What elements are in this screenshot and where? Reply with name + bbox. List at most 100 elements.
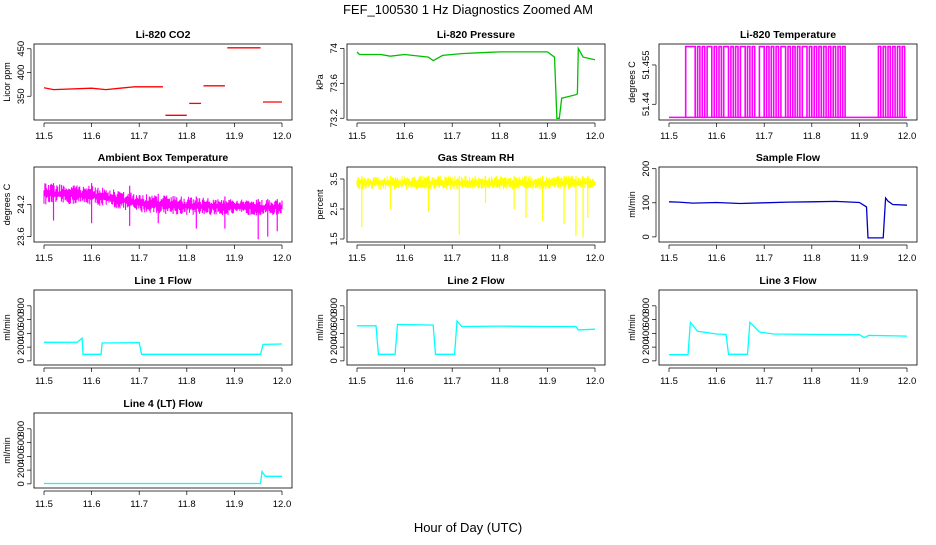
noise-band <box>43 183 283 216</box>
y-tick-label: 200 <box>641 161 652 177</box>
y-tick-label: 200 <box>329 339 340 355</box>
y-tick-label: 73.6 <box>329 74 340 93</box>
panel-title: Line 2 Flow <box>447 275 505 287</box>
level-pulse-0 <box>684 45 697 118</box>
level-pulse-27 <box>837 45 842 118</box>
x-tick-label: 11.5 <box>35 131 53 142</box>
level-pulse-6 <box>722 45 730 118</box>
y-tick-label: 0 <box>641 358 652 363</box>
y-tick-label: 51.455 <box>641 50 652 79</box>
y-axis-label: percent <box>315 189 325 220</box>
x-tick-label: 11.5 <box>35 253 53 264</box>
x-tick-label: 11.5 <box>348 376 366 387</box>
series-line-0 <box>43 86 163 91</box>
x-tick-label: 11.7 <box>130 376 148 387</box>
x-tick-label: 11.5 <box>660 376 678 387</box>
y-axis-label: ml/min <box>627 314 637 341</box>
x-tick-label: 11.8 <box>491 253 509 264</box>
x-tick-label: 11.9 <box>539 376 557 387</box>
x-tick-label: 11.6 <box>83 253 101 264</box>
panel-8: Line 3 Flow ml/min 11.5 11.6 11.7 11.8 11.9 12.… <box>627 275 918 387</box>
panel-title: Line 4 (LT) Flow <box>123 398 203 410</box>
x-tick-label: 11.7 <box>443 131 461 142</box>
x-tick-label: 11.5 <box>35 499 53 510</box>
x-tick-label: 11.8 <box>803 253 821 264</box>
x-tick-label: 11.5 <box>35 376 53 387</box>
x-axis: 11.5 11.6 11.7 11.8 11.9 12.0 <box>35 122 292 142</box>
x-tick-label: 11.9 <box>851 253 869 264</box>
panel-title: Li-820 Temperature <box>740 29 836 41</box>
figure-xlabel: Hour of Day (UTC) <box>414 520 522 535</box>
series-line-0 <box>668 196 908 239</box>
y-axis: 350 400 450 <box>16 41 32 104</box>
y-tick-label: 600 <box>16 435 27 451</box>
x-tick-label: 11.5 <box>348 253 366 264</box>
y-axis-label: kPa <box>315 74 325 90</box>
x-tick-label: 11.8 <box>803 131 821 142</box>
x-axis: 11.5 11.6 11.7 11.8 11.9 12.0 <box>660 367 916 387</box>
level-pulse-20 <box>801 45 808 118</box>
x-tick-label: 11.8 <box>491 131 509 142</box>
level-pulse-23 <box>818 45 823 118</box>
level-pulse-11 <box>751 45 756 118</box>
x-tick-label: 11.8 <box>178 253 196 264</box>
level-pulse-19 <box>796 45 801 118</box>
y-tick-label: 0 <box>329 358 340 363</box>
x-tick-label: 12.0 <box>898 253 917 264</box>
level-pulse-32 <box>891 45 896 118</box>
x-tick-label: 11.8 <box>178 376 196 387</box>
plot-frame <box>346 43 606 121</box>
panel-1: Li-820 Pressure kPa 11.5 11.6 11.7 11.8 11.9 12… <box>315 29 606 142</box>
level-pulse-17 <box>787 45 792 118</box>
x-tick-label: 11.7 <box>755 131 773 142</box>
series-8 <box>669 320 908 356</box>
panel-title: Gas Stream RH <box>438 152 514 164</box>
x-tick-label: 11.6 <box>708 253 726 264</box>
level-pulse-15 <box>775 45 780 118</box>
x-tick-label: 11.9 <box>851 131 869 142</box>
plot-frame <box>33 289 293 366</box>
level-pulse-9 <box>739 45 747 118</box>
series-0 <box>43 47 282 116</box>
plot-frame <box>33 43 293 121</box>
y-tick-label: 800 <box>641 298 652 314</box>
panel-6: Line 1 Flow ml/min 11.5 11.6 11.7 11.8 11.9 12.… <box>2 275 293 387</box>
level-pulse-4 <box>713 45 718 118</box>
x-tick-label: 11.7 <box>755 253 773 264</box>
x-tick-label: 12.0 <box>586 131 605 142</box>
x-tick-label: 11.6 <box>83 131 101 142</box>
y-tick-label: 23.6 <box>16 227 27 246</box>
y-axis-label: degrees C <box>627 61 637 103</box>
x-tick-label: 11.5 <box>348 131 366 142</box>
plot-frame <box>658 289 918 366</box>
y-tick-label: 400 <box>16 448 27 464</box>
x-tick-label: 11.9 <box>851 376 869 387</box>
x-tick-label: 11.7 <box>130 499 148 510</box>
level-pulse-18 <box>791 45 796 118</box>
x-tick-label: 11.9 <box>226 253 244 264</box>
x-tick-label: 12.0 <box>273 131 292 142</box>
x-tick-label: 12.0 <box>898 131 917 142</box>
y-tick-label: 800 <box>16 421 27 437</box>
y-tick-label: 400 <box>641 325 652 341</box>
y-axis-label: ml/min <box>627 191 637 218</box>
x-tick-label: 11.7 <box>443 376 461 387</box>
level-pulse-13 <box>765 45 770 118</box>
x-tick-label: 11.9 <box>226 131 244 142</box>
y-tick-label: 800 <box>16 298 27 314</box>
level-pulse-25 <box>827 45 832 118</box>
y-tick-label: 200 <box>641 339 652 355</box>
series-line-0 <box>44 469 282 485</box>
x-tick-label: 12.0 <box>586 376 605 387</box>
series-line-0 <box>357 319 596 355</box>
level-pulse-21 <box>808 45 813 118</box>
series-line-0 <box>43 336 283 355</box>
x-tick-label: 11.9 <box>226 499 244 510</box>
series-9 <box>44 469 282 485</box>
panel-title: Li-820 CO2 <box>136 29 191 41</box>
y-tick-label: 400 <box>16 65 27 81</box>
